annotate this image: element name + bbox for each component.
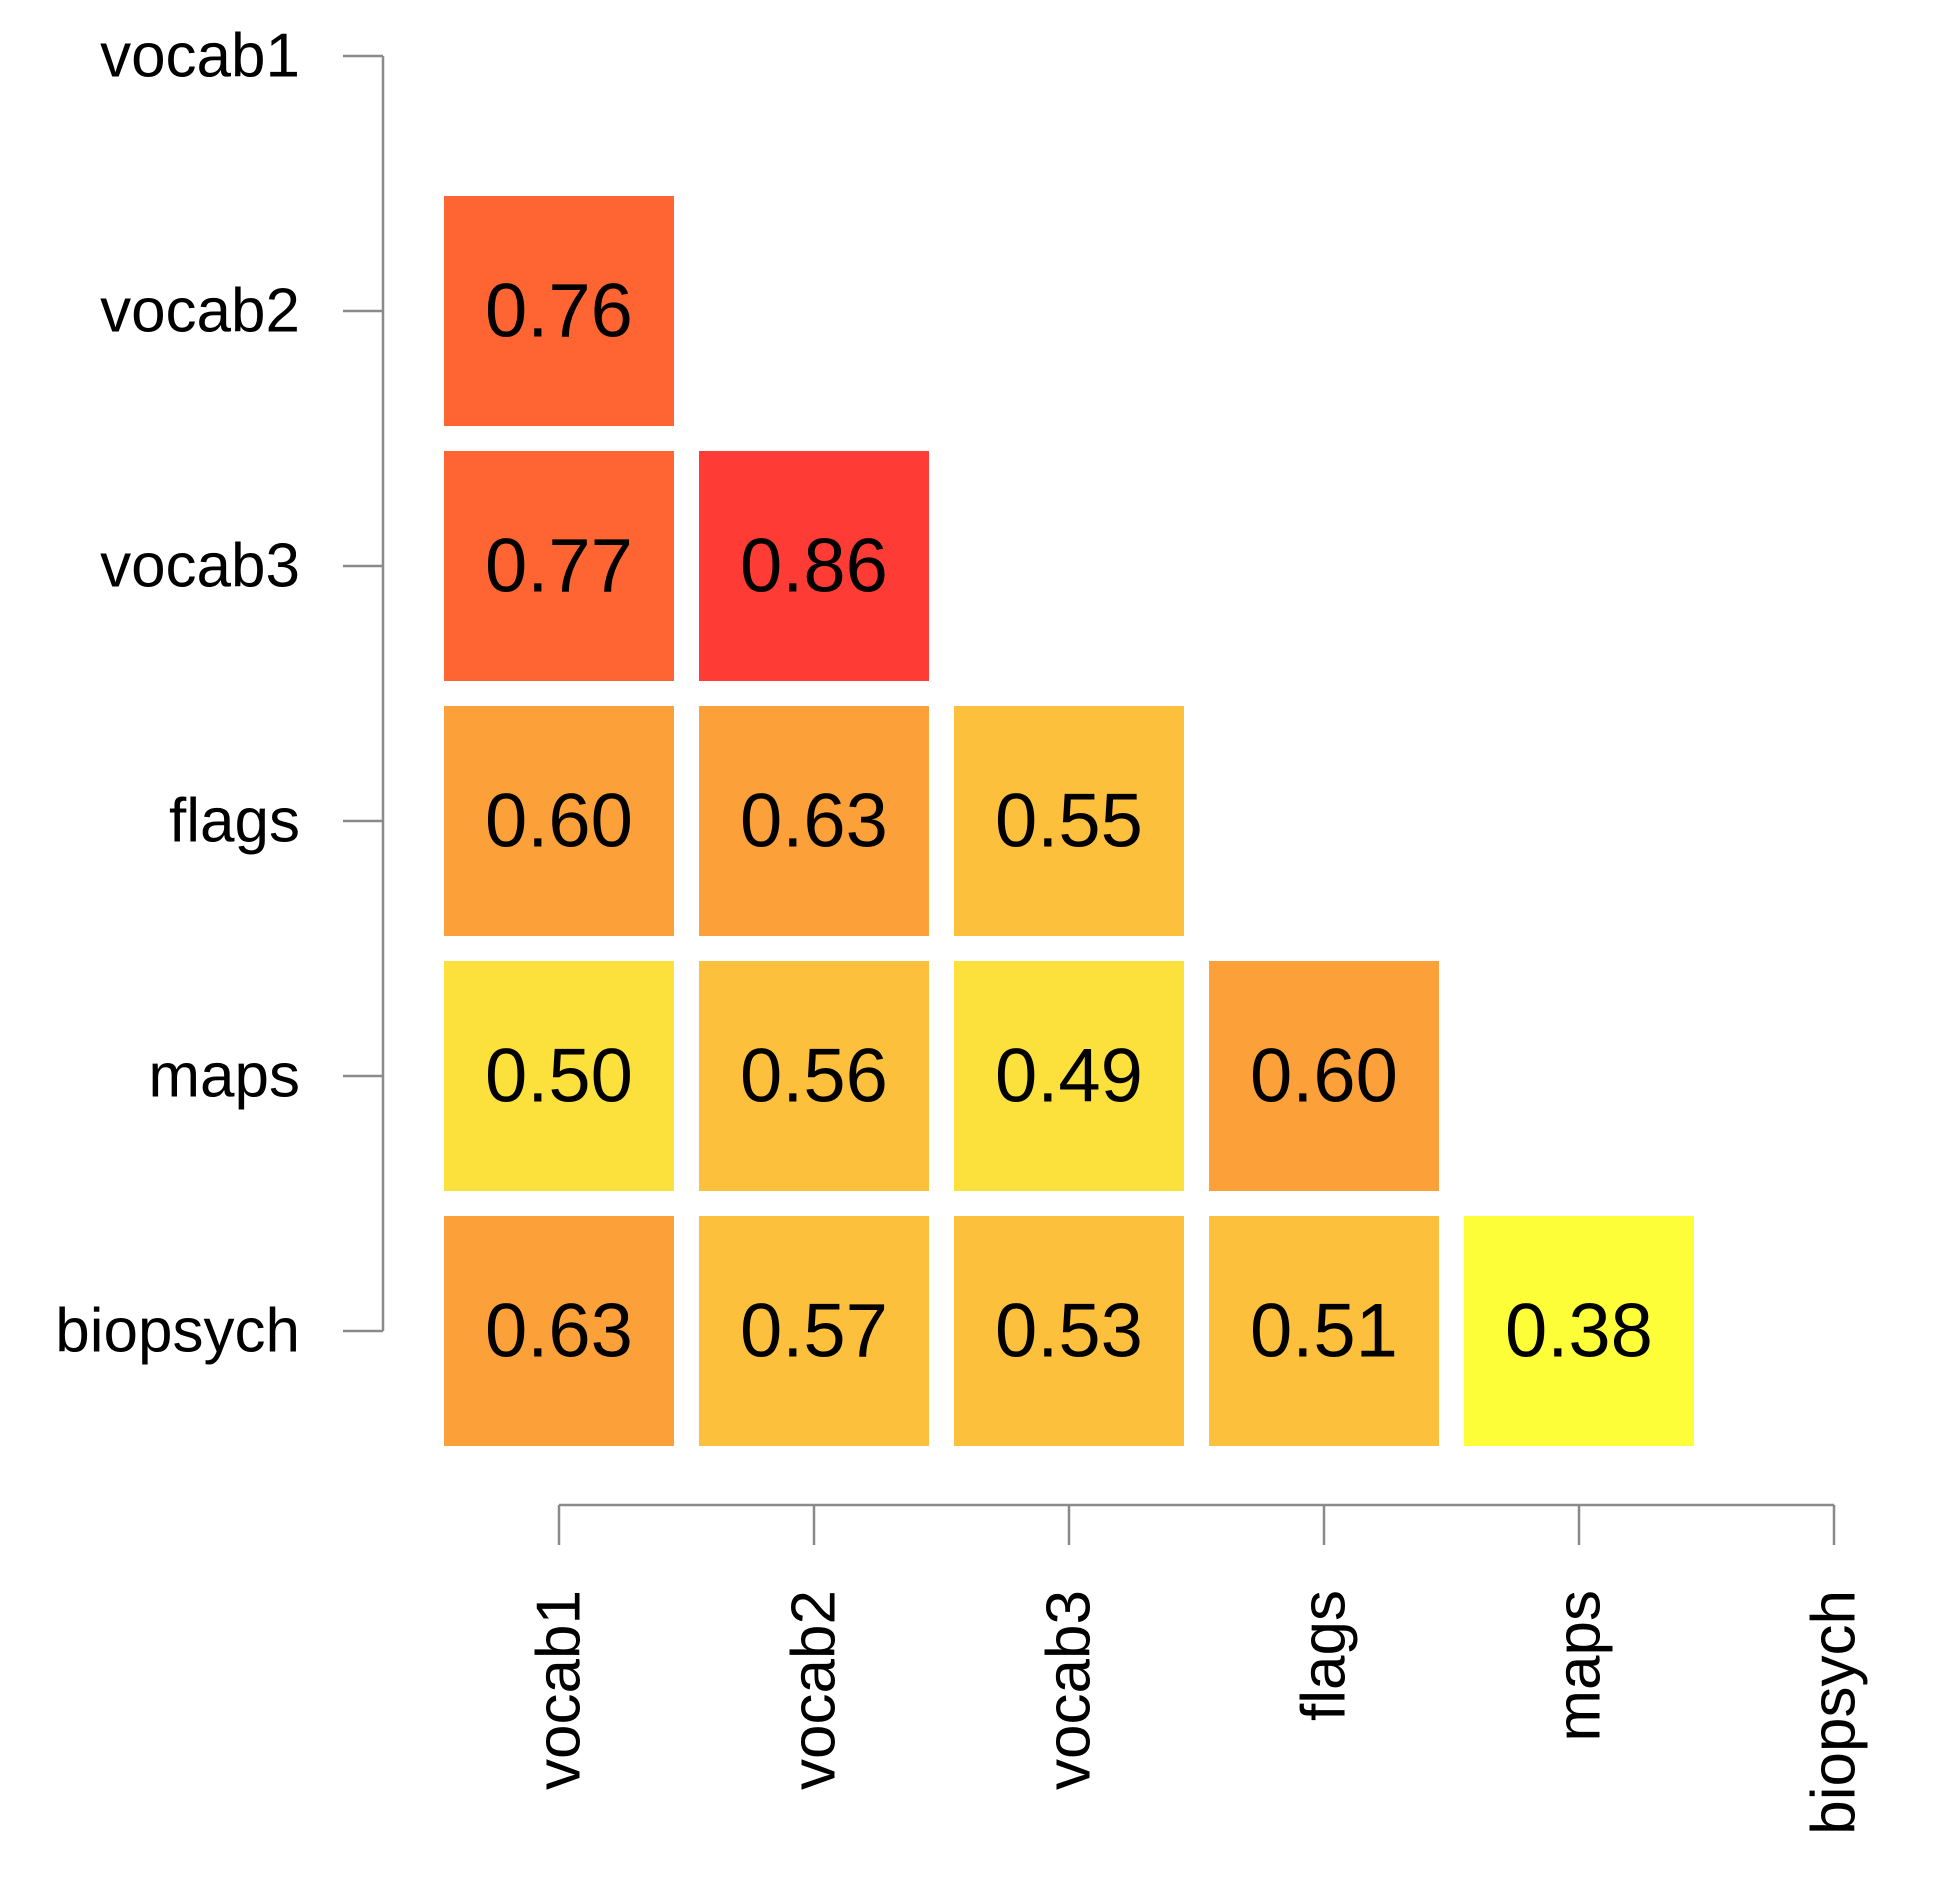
heatmap-cell: 0.56	[699, 961, 929, 1191]
heatmap-cell-value: 0.51	[1250, 1289, 1398, 1374]
heatmap-cell-rect	[699, 961, 929, 1191]
heatmap-cells: 0.76 0.77 0.86 0.60 0.63 0.55 0.50 0.56 0.49 0.60…	[444, 196, 1694, 1446]
row-label-vocab1: vocab1	[100, 22, 300, 91]
row-label-vocab3: vocab3	[100, 532, 300, 601]
heatmap-cell-rect	[699, 451, 929, 681]
heatmap-cell-rect	[444, 706, 674, 936]
heatmap-cell-value: 0.60	[1250, 1034, 1398, 1119]
heatmap-cell-rect	[444, 1216, 674, 1446]
heatmap-cell-rect	[444, 196, 674, 426]
row-labels: vocab1 vocab2 vocab3 flags maps biopsych	[55, 22, 300, 1366]
row-label-biopsych: biopsych	[55, 1297, 300, 1366]
heatmap-cell-value: 0.53	[995, 1289, 1143, 1374]
column-label-flags: flags	[1290, 1590, 1359, 1721]
heatmap-cell: 0.77	[444, 451, 674, 681]
column-axis	[557, 1503, 1836, 1545]
column-labels: vocab1 vocab2 vocab3 flags maps biopsych	[525, 1590, 1869, 1835]
column-label-maps: maps	[1545, 1590, 1614, 1742]
heatmap-cell: 0.60	[444, 706, 674, 936]
heatmap-cell-value: 0.63	[485, 1289, 633, 1374]
heatmap-cell-value: 0.63	[740, 779, 888, 864]
heatmap-cell: 0.49	[954, 961, 1184, 1191]
heatmap-cell: 0.55	[954, 706, 1184, 936]
heatmap-cell-rect	[1464, 1216, 1694, 1446]
heatmap-cell: 0.63	[444, 1216, 674, 1446]
heatmap-cell-value: 0.86	[740, 524, 888, 609]
heatmap-cell: 0.86	[699, 451, 929, 681]
heatmap-cell-value: 0.50	[485, 1034, 633, 1119]
heatmap-cell-rect	[1209, 961, 1439, 1191]
row-label-maps: maps	[148, 1042, 300, 1111]
heatmap-cell-rect	[444, 451, 674, 681]
heatmap-cell-rect	[1209, 1216, 1439, 1446]
heatmap-cell: 0.53	[954, 1216, 1184, 1446]
heatmap-cell: 0.60	[1209, 961, 1439, 1191]
heatmap-cell: 0.57	[699, 1216, 929, 1446]
heatmap-cell-rect	[954, 1216, 1184, 1446]
heatmap-cell-rect	[699, 706, 929, 936]
column-label-vocab2: vocab2	[780, 1590, 849, 1790]
heatmap-cell: 0.76	[444, 196, 674, 426]
heatmap-cell-rect	[699, 1216, 929, 1446]
heatmap-cell-value: 0.76	[485, 269, 633, 354]
heatmap-cell-value: 0.77	[485, 524, 633, 609]
heatmap-cell-value: 0.38	[1505, 1289, 1653, 1374]
heatmap-cell-value: 0.60	[485, 779, 633, 864]
heatmap-cell: 0.50	[444, 961, 674, 1191]
row-label-vocab2: vocab2	[100, 277, 300, 346]
heatmap-cell-value: 0.49	[995, 1034, 1143, 1119]
row-axis	[343, 54, 385, 1333]
row-label-flags: flags	[169, 787, 300, 856]
heatmap-cell: 0.51	[1209, 1216, 1439, 1446]
heatmap-cell: 0.63	[699, 706, 929, 936]
heatmap-cell-rect	[954, 706, 1184, 936]
column-label-vocab3: vocab3	[1035, 1590, 1104, 1790]
heatmap-cell-rect	[444, 961, 674, 1191]
column-label-vocab1: vocab1	[525, 1590, 594, 1790]
heatmap-cell-rect	[954, 961, 1184, 1191]
heatmap-cell-value: 0.57	[740, 1289, 888, 1374]
heatmap-cell-value: 0.56	[740, 1034, 888, 1119]
heatmap-cell-value: 0.55	[995, 779, 1143, 864]
heatmap-cell: 0.38	[1464, 1216, 1694, 1446]
column-label-biopsych: biopsych	[1800, 1590, 1869, 1835]
